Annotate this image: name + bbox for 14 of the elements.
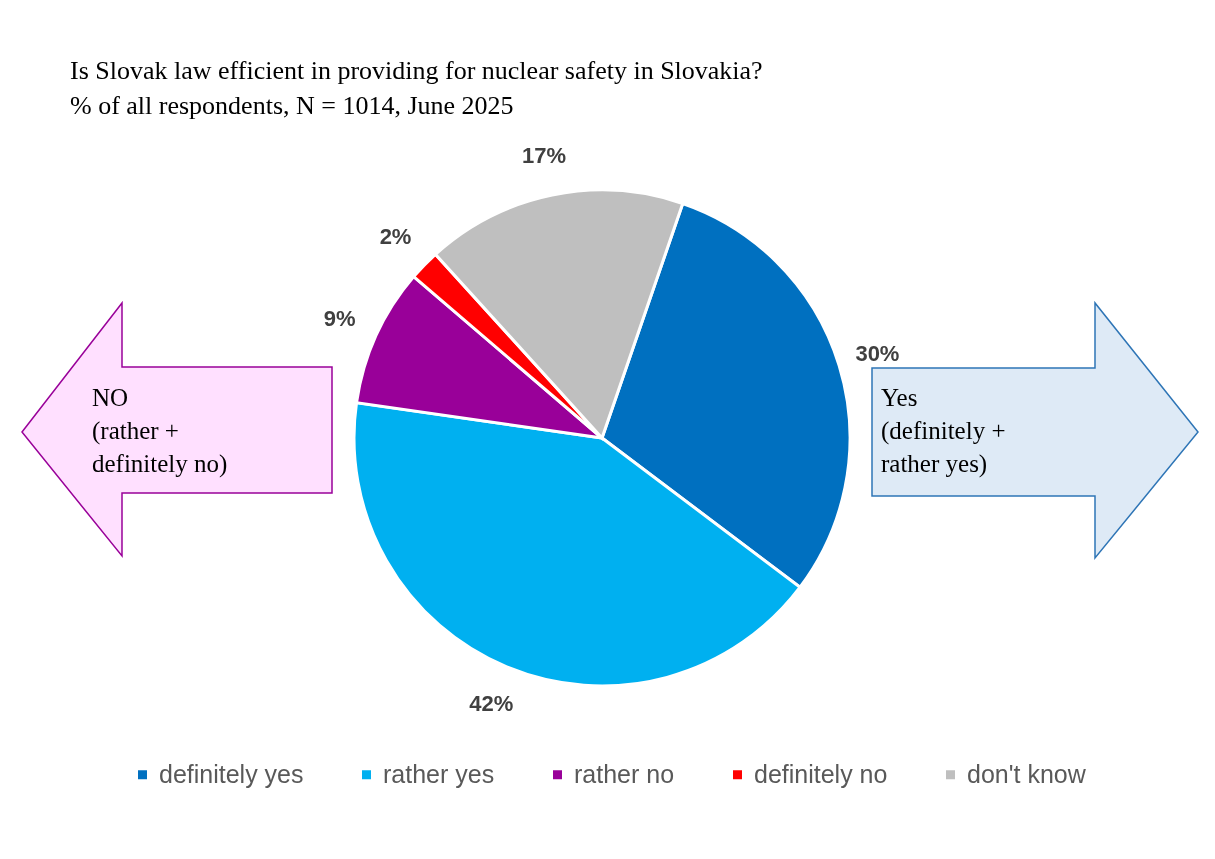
- chart-title: Is Slovak law efficient in providing for nuclear safety in Slovakia?: [70, 56, 763, 85]
- data-label: 9%: [323, 306, 356, 332]
- text: Yes (definitely + rather yes): [881, 384, 1006, 478]
- data-label: 2%: [379, 224, 412, 250]
- data-label: 42%: [469, 690, 514, 716]
- data-label: 30%: [855, 340, 900, 366]
- legend-label: don't know: [967, 759, 1087, 788]
- legend-label: rather no: [574, 759, 675, 788]
- legend-label: definitely yes: [159, 759, 304, 788]
- chart-subtitle: % of all respondents, N = 1014, June 2025: [70, 91, 514, 120]
- text: NO (rather + definitely no): [92, 384, 228, 478]
- legend-label: rather yes: [383, 759, 495, 788]
- data-label: 17%: [522, 142, 567, 168]
- legend-label: definitely no: [754, 759, 888, 788]
